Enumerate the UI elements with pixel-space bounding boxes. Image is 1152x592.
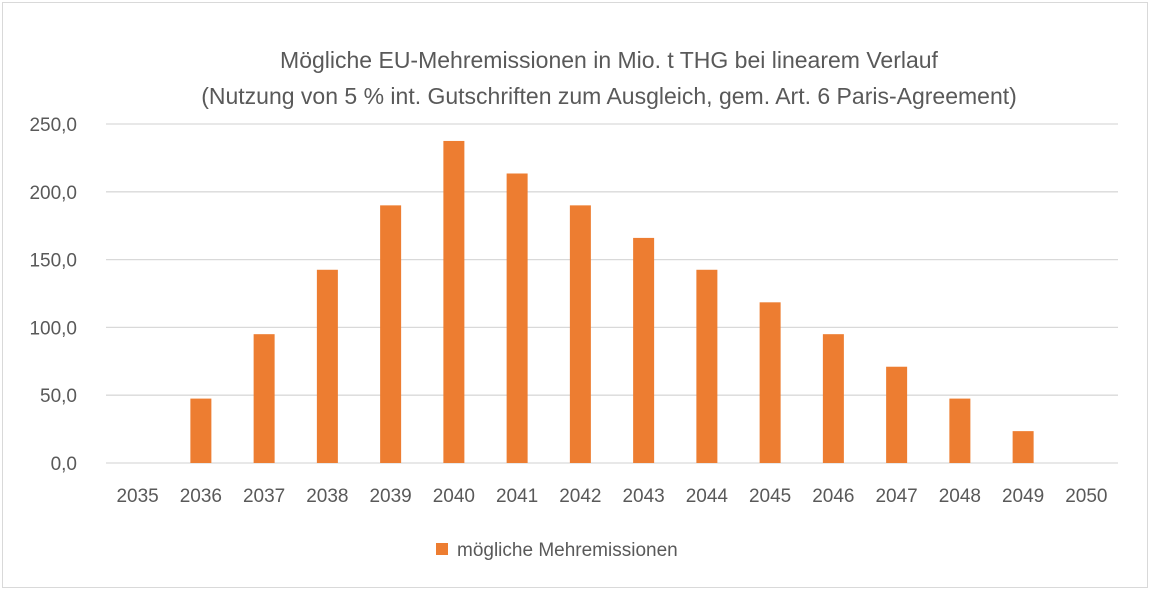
x-tick-label: 2035 xyxy=(116,486,158,507)
y-tick-label: 250,0 xyxy=(29,115,77,136)
chart-title: Mögliche EU-Mehremissionen in Mio. t THG… xyxy=(280,47,939,73)
bar-2049 xyxy=(1012,431,1034,463)
x-tick-label: 2040 xyxy=(433,486,475,507)
legend-label: mögliche Mehremissionen xyxy=(457,540,678,561)
y-tick-label: 50,0 xyxy=(40,386,77,407)
x-tick-label: 2042 xyxy=(559,486,601,507)
x-tick-label: 2041 xyxy=(496,486,538,507)
x-tick-label: 2039 xyxy=(369,486,411,507)
bar-2040 xyxy=(443,140,465,463)
x-axis-ticks: 2035 2036 2037 2038 2039 2040 2041 2042 2043 2044… xyxy=(116,486,1107,507)
x-tick-label: 2038 xyxy=(306,486,348,507)
x-tick-label: 2048 xyxy=(939,486,981,507)
bar-2045 xyxy=(759,302,781,463)
y-tick-label: 100,0 xyxy=(29,318,77,339)
bar-2046 xyxy=(822,334,844,463)
y-tick-label: 0,0 xyxy=(51,454,77,475)
bar-2048 xyxy=(949,398,971,463)
bar-2037 xyxy=(253,334,275,463)
x-tick-label: 2045 xyxy=(749,486,791,507)
x-tick-label: 2043 xyxy=(622,486,664,507)
bar-2043 xyxy=(633,237,655,463)
x-tick-label: 2050 xyxy=(1065,486,1107,507)
chart-subtitle: (Nutzung von 5 % int. Gutschriften zum A… xyxy=(201,83,1017,109)
legend: mögliche Mehremissionen xyxy=(436,540,678,561)
bar-2038 xyxy=(316,269,338,463)
y-axis-ticks: 0,0 50,0 100,0 150,0 200,0 250,0 xyxy=(29,115,77,475)
bar-2042 xyxy=(569,205,591,464)
bar-2036 xyxy=(190,398,212,463)
legend-swatch xyxy=(436,543,448,555)
x-tick-label: 2036 xyxy=(180,486,222,507)
bar-2039 xyxy=(380,205,402,464)
bar-2041 xyxy=(506,173,528,463)
y-tick-label: 150,0 xyxy=(29,251,77,272)
y-tick-label: 200,0 xyxy=(29,183,77,204)
bar-2044 xyxy=(696,269,718,463)
gridlines xyxy=(106,123,1118,464)
x-tick-label: 2049 xyxy=(1002,486,1044,507)
x-tick-label: 2037 xyxy=(243,486,285,507)
x-tick-label: 2046 xyxy=(812,486,854,507)
x-tick-label: 2047 xyxy=(875,486,917,507)
bar-2047 xyxy=(886,366,908,463)
bars xyxy=(190,140,1034,464)
x-tick-label: 2044 xyxy=(686,486,729,507)
